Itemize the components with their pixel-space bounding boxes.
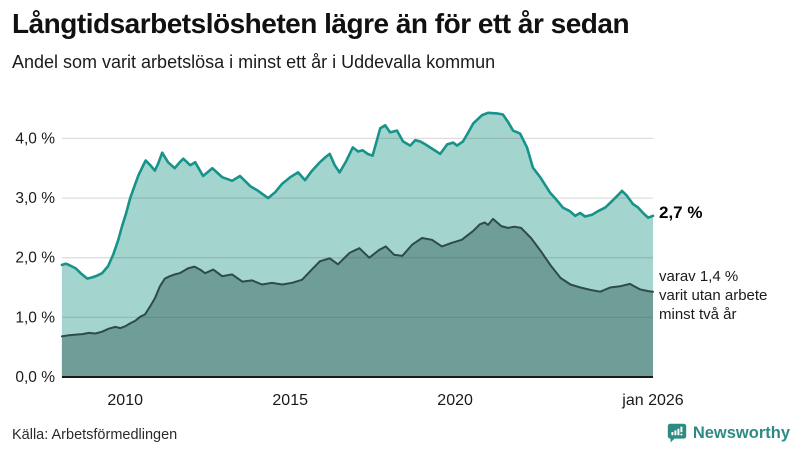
y-tick-label: 2,0 %: [15, 250, 55, 267]
x-tick-label: 2015: [272, 392, 308, 409]
two-year-note-line-1: varav 1,4 %: [659, 268, 739, 285]
latest-value-annotation: 2,7 %: [659, 203, 703, 222]
source-label: Källa: Arbetsförmedlingen: [12, 427, 178, 443]
x-tick-label: jan 2026: [621, 392, 683, 409]
y-tick-label: 1,0 %: [15, 309, 55, 326]
brand-footer: Newsworthy: [667, 423, 790, 443]
two-year-note-annotation: varav 1,4 % varit utan arbete minst två …: [659, 267, 767, 324]
newsworthy-logo-icon: [667, 423, 687, 443]
y-tick-label: 0,0 %: [15, 369, 55, 386]
x-tick-label: 2010: [107, 392, 143, 409]
brand-name-label: Newsworthy: [692, 423, 790, 442]
two-year-note-line-3: minst två år: [659, 306, 737, 323]
two-year-note-line-2: varit utan arbete: [659, 287, 768, 304]
x-tick-label: 2020: [437, 392, 473, 409]
y-tick-label: 4,0 %: [15, 130, 55, 147]
page-title: Långtidsarbetslösheten lägre än för ett …: [12, 8, 630, 39]
y-tick-label: 3,0 %: [15, 190, 55, 207]
page-subtitle: Andel som varit arbetslösa i minst ett å…: [12, 52, 496, 72]
